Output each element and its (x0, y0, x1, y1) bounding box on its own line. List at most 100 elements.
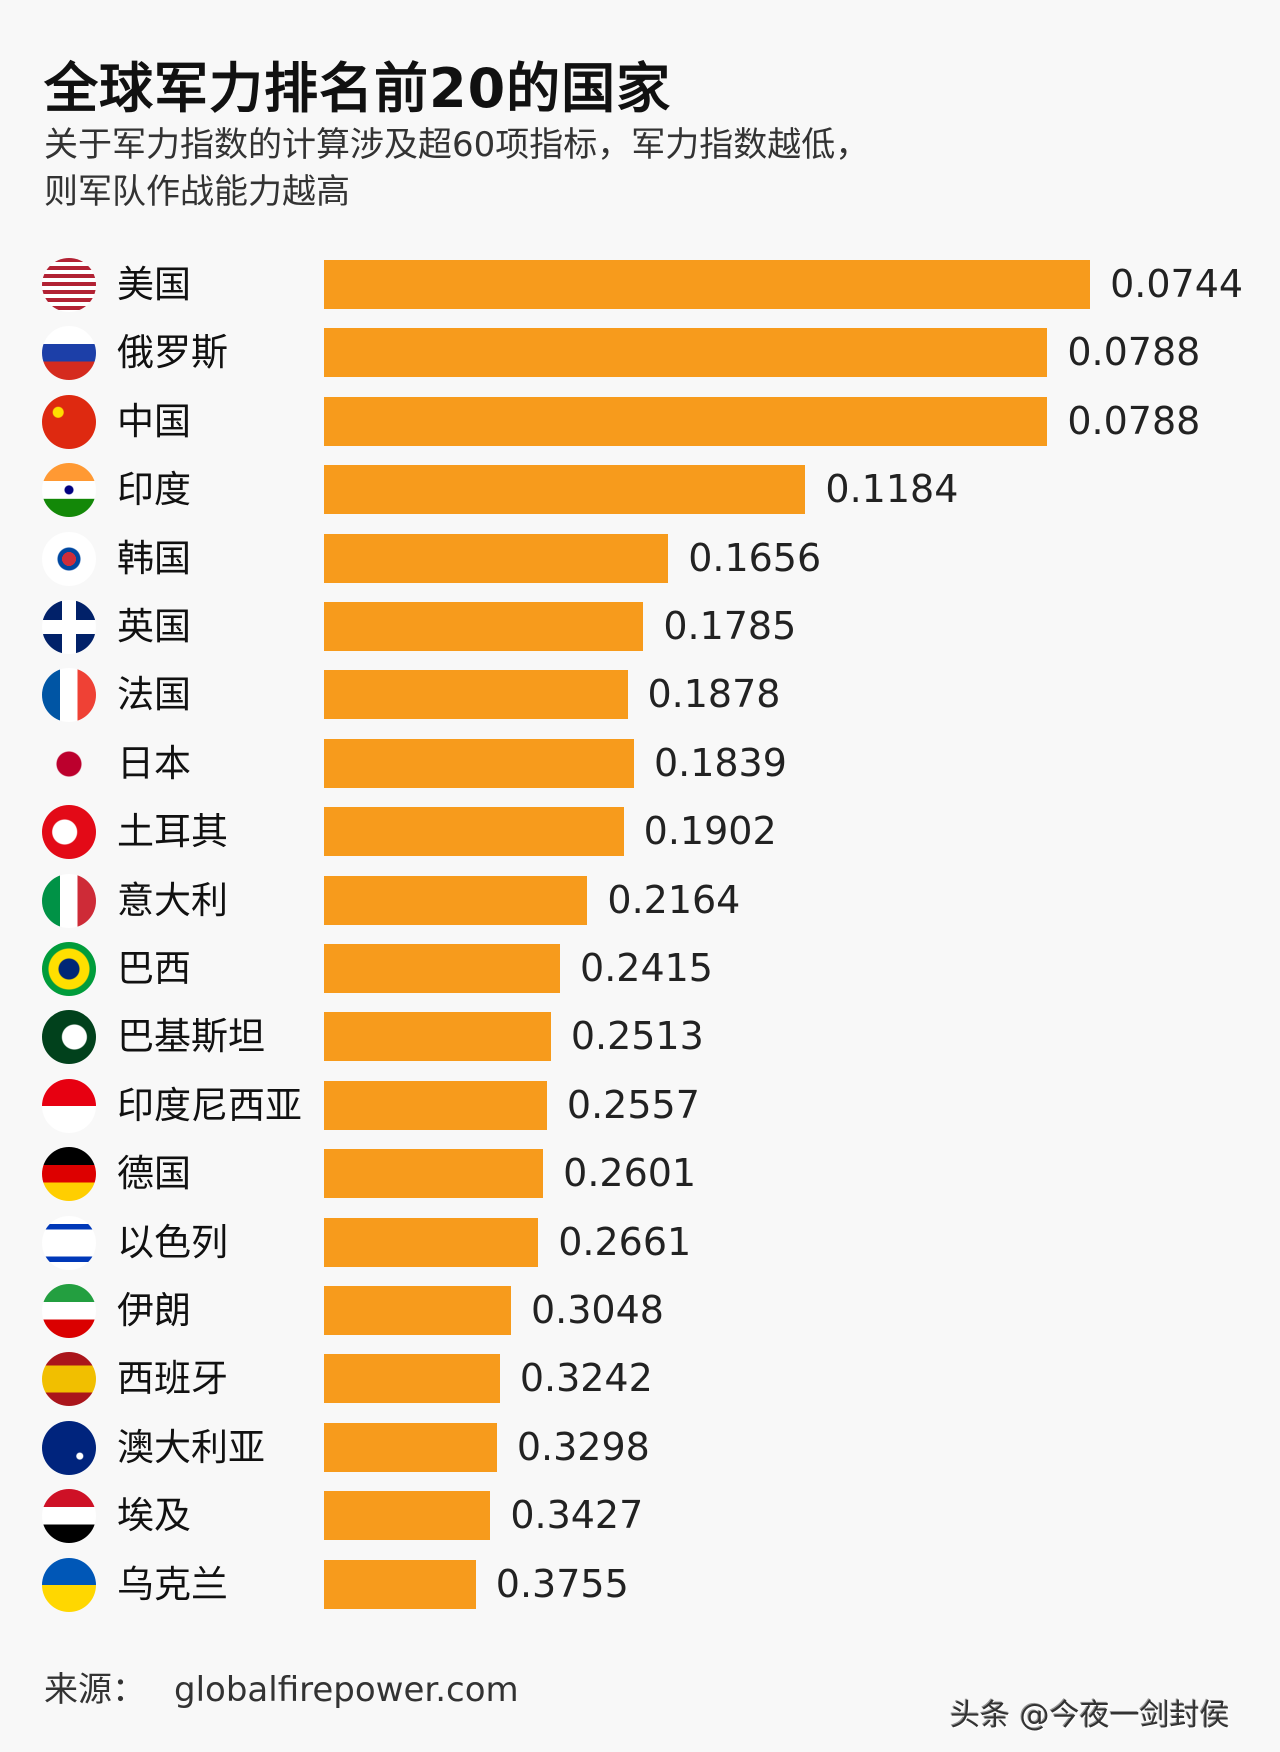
country-label: 埃及 (117, 1494, 191, 1538)
chart-row: 美国 0.0744 (0, 255, 1280, 315)
france-flag-icon (42, 668, 96, 723)
spain-flag-icon (42, 1352, 96, 1407)
country-label: 澳大利亚 (117, 1425, 265, 1469)
bar (324, 328, 1048, 378)
chart-row: 法国 0.1878 (0, 665, 1280, 725)
bar (324, 1354, 500, 1404)
country-label: 中国 (117, 399, 191, 443)
chart-row: 英国 0.1785 (0, 597, 1280, 657)
country-label: 西班牙 (117, 1357, 228, 1401)
value-label: 0.1878 (647, 672, 781, 717)
chart-subtitle: 关于军力指数的计算涉及超60项指标，军力指数越低， 则军队作战能力越高 (44, 122, 1044, 216)
australia-flag-icon (42, 1420, 96, 1475)
bar (324, 670, 628, 720)
chart-row: 中国 0.0788 (0, 392, 1280, 452)
value-label: 0.1656 (688, 535, 822, 580)
chart-row: 乌克兰 0.3755 (0, 1555, 1280, 1615)
country-label: 伊朗 (117, 1289, 191, 1332)
value-label: 0.2415 (580, 946, 713, 990)
bar (324, 602, 644, 651)
brazil-flag-icon (42, 942, 96, 996)
country-label: 土耳其 (117, 810, 228, 854)
israel-flag-icon (42, 1215, 96, 1270)
bar (324, 1217, 539, 1267)
bar (324, 1149, 544, 1199)
bar (324, 1491, 491, 1541)
bar (324, 875, 588, 925)
watermark: 头条 @今夜一剑封侯 (950, 1698, 1230, 1733)
country-label: 乌克兰 (117, 1562, 228, 1606)
bar (324, 396, 1048, 446)
value-label: 0.2164 (607, 877, 741, 922)
turkey-flag-icon (42, 805, 96, 860)
country-label: 以色列 (117, 1220, 228, 1264)
country-label: 法国 (117, 673, 191, 717)
bar (324, 1559, 476, 1609)
bar (324, 1080, 547, 1130)
japan-flag-icon (42, 736, 96, 791)
value-label: 0.2661 (558, 1219, 692, 1264)
value-label: 0.3427 (510, 1493, 644, 1538)
iran-flag-icon (42, 1284, 96, 1338)
value-label: 0.3298 (516, 1424, 650, 1469)
subtitle-line-2: 则军队作战能力越高 (44, 172, 350, 212)
value-label: 0.1184 (825, 467, 959, 512)
value-label: 0.2557 (566, 1082, 700, 1127)
indonesia-flag-icon (42, 1078, 96, 1133)
chart-row: 德国 0.2601 (0, 1144, 1280, 1204)
chart-row: 埃及 0.3427 (0, 1486, 1280, 1546)
country-label: 印度 (117, 468, 191, 512)
value-label: 0.0744 (1110, 262, 1244, 306)
country-label: 巴基斯坦 (117, 1015, 265, 1059)
country-label: 德国 (117, 1152, 191, 1196)
country-label: 巴西 (117, 947, 191, 990)
chart-row: 巴西 0.2415 (0, 939, 1280, 999)
value-label: 0.3755 (495, 1561, 629, 1606)
germany-flag-icon (42, 1147, 96, 1202)
value-label: 0.2601 (563, 1151, 697, 1196)
country-label: 意大利 (117, 878, 228, 922)
bar (324, 738, 634, 788)
chart-title: 全球军力排名前20的国家 (44, 57, 672, 120)
bar (324, 465, 806, 515)
source-label: 来源： (44, 1670, 146, 1710)
value-label: 0.0788 (1067, 330, 1201, 375)
subtitle-line-1: 关于军力指数的计算涉及超60项指标，军力指数越低， (44, 125, 870, 165)
chart-row: 意大利 0.2164 (0, 871, 1280, 931)
chart-row: 澳大利亚 0.3298 (0, 1418, 1280, 1478)
source-link: globalfirepower.com (174, 1670, 519, 1710)
chart-row: 韩国 0.1656 (0, 529, 1280, 589)
bar (324, 807, 624, 857)
chart-row: 以色列 0.2661 (0, 1213, 1280, 1273)
chart-row: 巴基斯坦 0.2513 (0, 1007, 1280, 1067)
bar (324, 944, 561, 993)
source-line: 来源： globalfirepower.com (44, 1662, 547, 1711)
chart-row: 日本 0.1839 (0, 734, 1280, 794)
value-label: 0.3048 (531, 1288, 664, 1332)
italy-flag-icon (42, 873, 96, 928)
ukraine-flag-icon (42, 1557, 96, 1612)
korea-flag-icon (42, 531, 96, 586)
chart-row: 西班牙 0.3242 (0, 1349, 1280, 1409)
uk-flag-icon (42, 600, 96, 654)
bar (324, 1012, 551, 1062)
us-flag-icon (42, 258, 96, 312)
country-label: 英国 (117, 605, 191, 648)
value-label: 0.0788 (1067, 398, 1201, 443)
chart-row: 伊朗 0.3048 (0, 1281, 1280, 1341)
value-label: 0.2513 (570, 1014, 704, 1059)
value-label: 0.3242 (519, 1356, 653, 1401)
country-label: 印度尼西亚 (117, 1083, 302, 1127)
bar (324, 260, 1091, 309)
bar (324, 1286, 511, 1335)
egypt-flag-icon (42, 1489, 96, 1544)
india-flag-icon (42, 463, 96, 518)
pakistan-flag-icon (42, 1010, 96, 1065)
value-label: 0.1785 (663, 604, 797, 648)
country-label: 韩国 (117, 536, 191, 580)
chart-row: 俄罗斯 0.0788 (0, 323, 1280, 383)
country-label: 俄罗斯 (117, 331, 228, 375)
bar (324, 533, 669, 583)
country-label: 美国 (117, 263, 191, 306)
